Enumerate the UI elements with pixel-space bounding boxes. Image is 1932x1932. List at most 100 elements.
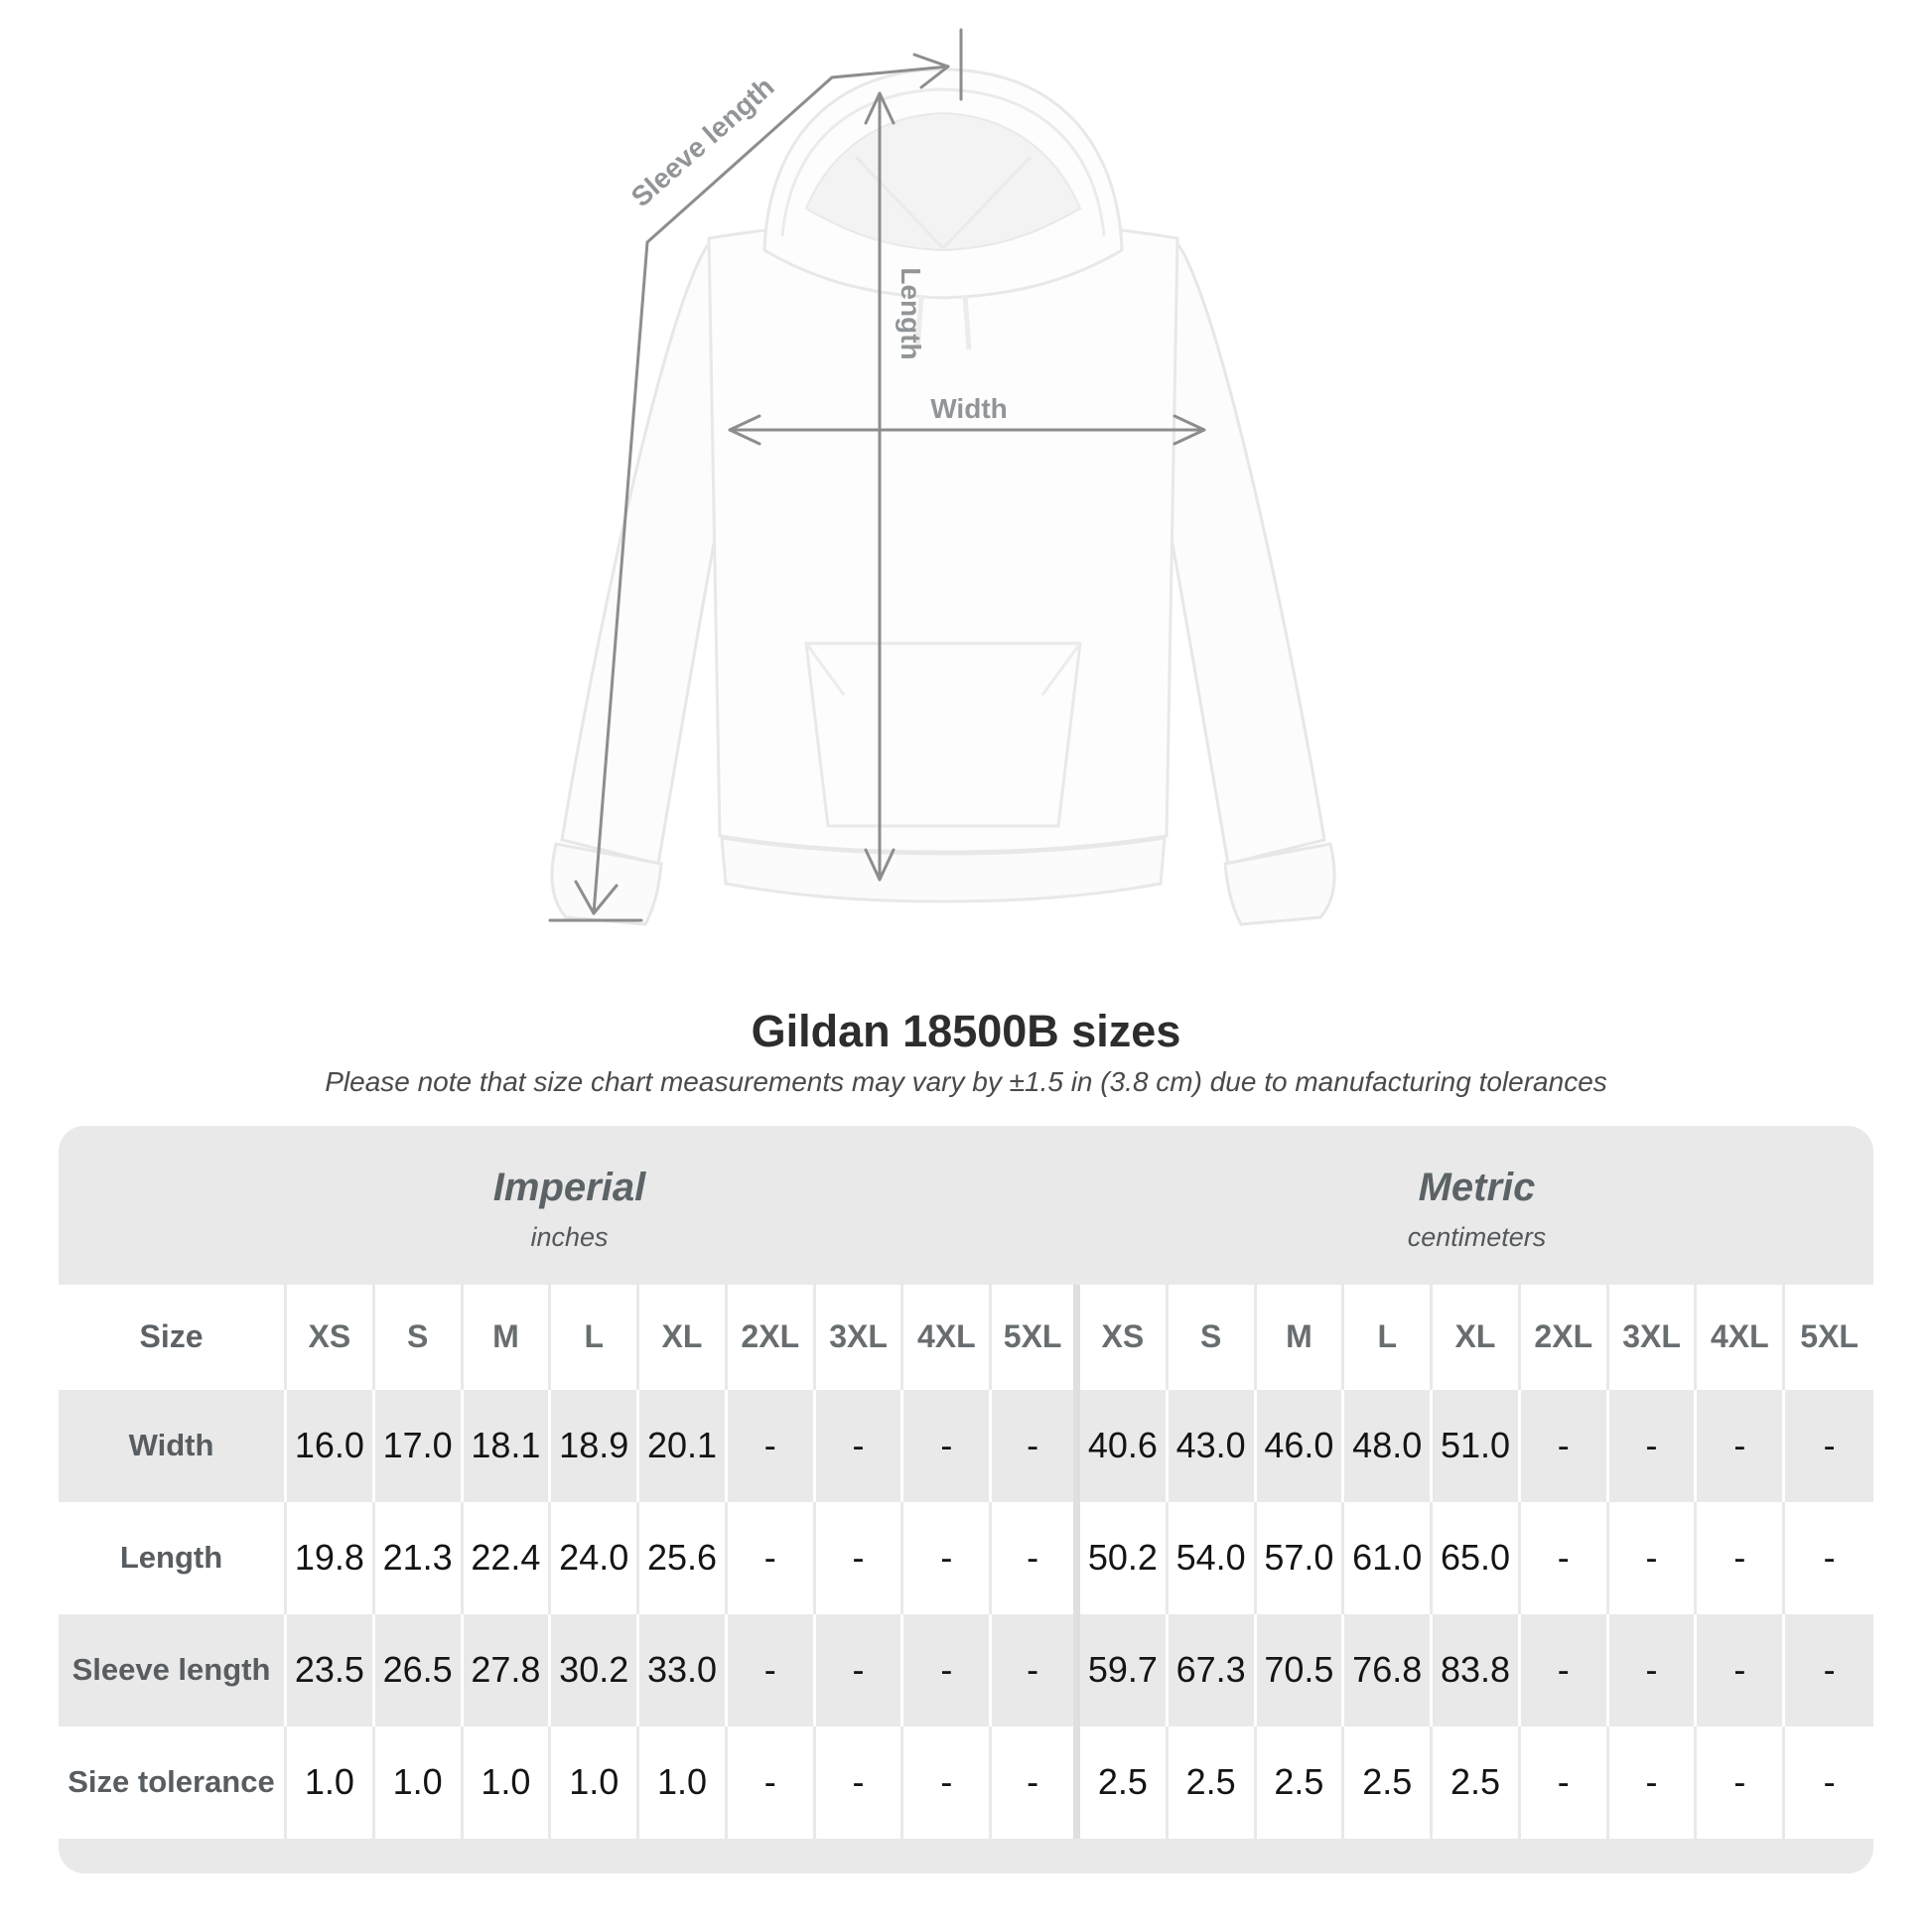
cell-value: -: [1785, 1501, 1873, 1614]
hoodie-illustration: [550, 68, 1336, 926]
page-subtitle: Please note that size chart measurements…: [325, 1065, 1607, 1097]
cell-value: 57.0: [1256, 1501, 1345, 1614]
size-col-header: M: [1256, 1284, 1345, 1390]
cell-value: -: [727, 1725, 816, 1839]
width-label: Width: [930, 393, 1008, 424]
cell-value: -: [903, 1725, 993, 1839]
size-diagram: Sleeve length Length Width: [548, 28, 1336, 926]
length-arrowhead-bottom: [864, 848, 896, 882]
cell-value: 18.9: [551, 1389, 640, 1502]
hoodie-hood-v-left: [854, 155, 945, 250]
cell-value: -: [1697, 1613, 1786, 1726]
cell-value: -: [1520, 1501, 1609, 1614]
cell-value: -: [1697, 1389, 1786, 1502]
size-table-body: Width 16.0 17.0 18.1 18.9 20.1- - - -40.6 43.0 46.…: [59, 1389, 1873, 1839]
cell-value: 61.0: [1344, 1501, 1434, 1614]
cell-value: 51.0: [1433, 1389, 1521, 1502]
unit-group-name: Imperial: [492, 1165, 646, 1209]
length-arrowhead-top: [864, 91, 896, 125]
cell-value: 33.0: [639, 1613, 728, 1726]
cell-value: -: [903, 1501, 993, 1614]
cell-value: 1.0: [463, 1725, 552, 1839]
cell-value: 21.3: [374, 1501, 464, 1614]
table-row: Width 16.0 17.0 18.1 18.9 20.1- - - -40.6 43.0 46.…: [59, 1389, 1873, 1502]
table-row: Sleeve length 23.5 26.5 27.8 30.2 33.0- - - -59.…: [59, 1613, 1873, 1726]
cell-value: -: [1520, 1613, 1609, 1726]
length-label: Length: [896, 267, 926, 359]
cell-value: -: [815, 1389, 904, 1502]
cell-value: 83.8: [1433, 1613, 1521, 1726]
width-arrowhead-left: [728, 414, 761, 446]
hoodie-right-cuff: [1223, 842, 1336, 926]
cell-value: 1.0: [374, 1725, 464, 1839]
unit-group-unit: inches: [530, 1221, 609, 1252]
cell-value: -: [727, 1613, 816, 1726]
cell-value: -: [1520, 1725, 1609, 1839]
size-col-header: L: [551, 1284, 640, 1390]
hoodie-pocket: [804, 641, 1082, 828]
cell-value: 2.5: [1080, 1725, 1169, 1839]
cell-value: 2.5: [1256, 1725, 1345, 1839]
cell-value: -: [903, 1613, 993, 1726]
cell-value: 48.0: [1344, 1389, 1434, 1502]
cell-value: -: [1608, 1389, 1698, 1502]
table-row: Size tolerance 1.0 1.0 1.0 1.0 1.0- - - -2.5 2.5 2…: [59, 1725, 1873, 1839]
cell-value: 54.0: [1168, 1501, 1257, 1614]
cell-value: -: [727, 1501, 816, 1614]
cell-value: -: [1608, 1725, 1698, 1839]
size-col-header: 3XL: [1608, 1284, 1698, 1390]
size-table: Imperial inches Metric centimeters Size X…: [59, 1125, 1873, 1873]
size-col-header: S: [374, 1284, 464, 1390]
cell-value: 59.7: [1080, 1613, 1169, 1726]
size-col-header: XS: [1080, 1284, 1169, 1390]
cell-value: 70.5: [1256, 1613, 1345, 1726]
measurement-arrows: [548, 28, 1206, 922]
cell-value: 23.5: [287, 1613, 375, 1726]
row-label: Width: [59, 1389, 287, 1502]
cell-value: 30.2: [551, 1613, 640, 1726]
size-col-header: 4XL: [1697, 1284, 1786, 1390]
row-label: Length: [59, 1501, 287, 1614]
cell-value: -: [1785, 1725, 1873, 1839]
cell-value: 2.5: [1168, 1725, 1257, 1839]
size-col-header: L: [1344, 1284, 1434, 1390]
hoodie-hood-interior: [804, 111, 1082, 252]
cell-value: 24.0: [551, 1501, 640, 1614]
unit-group-imperial: Imperial inches: [59, 1126, 1080, 1285]
cell-value: 18.1: [463, 1389, 552, 1502]
width-arrowhead-right: [1173, 414, 1206, 446]
hoodie-drawstring-left: [914, 295, 924, 350]
size-col-header: XL: [1433, 1284, 1521, 1390]
cell-value: 40.6: [1080, 1389, 1169, 1502]
cell-value: -: [1785, 1613, 1873, 1726]
cell-value: 17.0: [374, 1389, 464, 1502]
cell-value: 26.5: [374, 1613, 464, 1726]
cell-value: 50.2: [1080, 1501, 1169, 1614]
cell-value: 16.0: [287, 1389, 375, 1502]
unit-group-unit: centimeters: [1407, 1221, 1547, 1252]
unit-group-metric: Metric centimeters: [1080, 1126, 1873, 1285]
sleeve-arrowhead-bottom: [574, 880, 619, 915]
hoodie-pocket-slant-left: [804, 642, 846, 696]
page-title: Gildan 18500B sizes: [751, 1006, 1181, 1056]
sleeve-length-line: [592, 65, 950, 915]
unit-header-row: Imperial inches Metric centimeters: [59, 1126, 1873, 1285]
cell-value: 65.0: [1433, 1501, 1521, 1614]
cell-value: -: [1608, 1501, 1698, 1614]
unit-group-name: Metric: [1418, 1165, 1536, 1209]
cell-value: -: [1785, 1389, 1873, 1502]
size-col-header: XS: [287, 1284, 375, 1390]
cell-value: 25.6: [639, 1501, 728, 1614]
cell-value: 1.0: [287, 1725, 375, 1839]
cell-value: -: [815, 1725, 904, 1839]
cell-value: 1.0: [639, 1725, 728, 1839]
cell-value: -: [903, 1389, 993, 1502]
size-col-header: 2XL: [727, 1284, 816, 1390]
row-label: Sleeve length: [59, 1613, 287, 1726]
cell-value: 2.5: [1344, 1725, 1434, 1839]
hoodie-hood-band-line: [780, 87, 1106, 237]
sleeve-arrowhead-top: [912, 53, 950, 89]
size-col-header: M: [463, 1284, 552, 1390]
table-corner-label: Size: [59, 1284, 287, 1390]
cell-value: -: [992, 1725, 1080, 1839]
